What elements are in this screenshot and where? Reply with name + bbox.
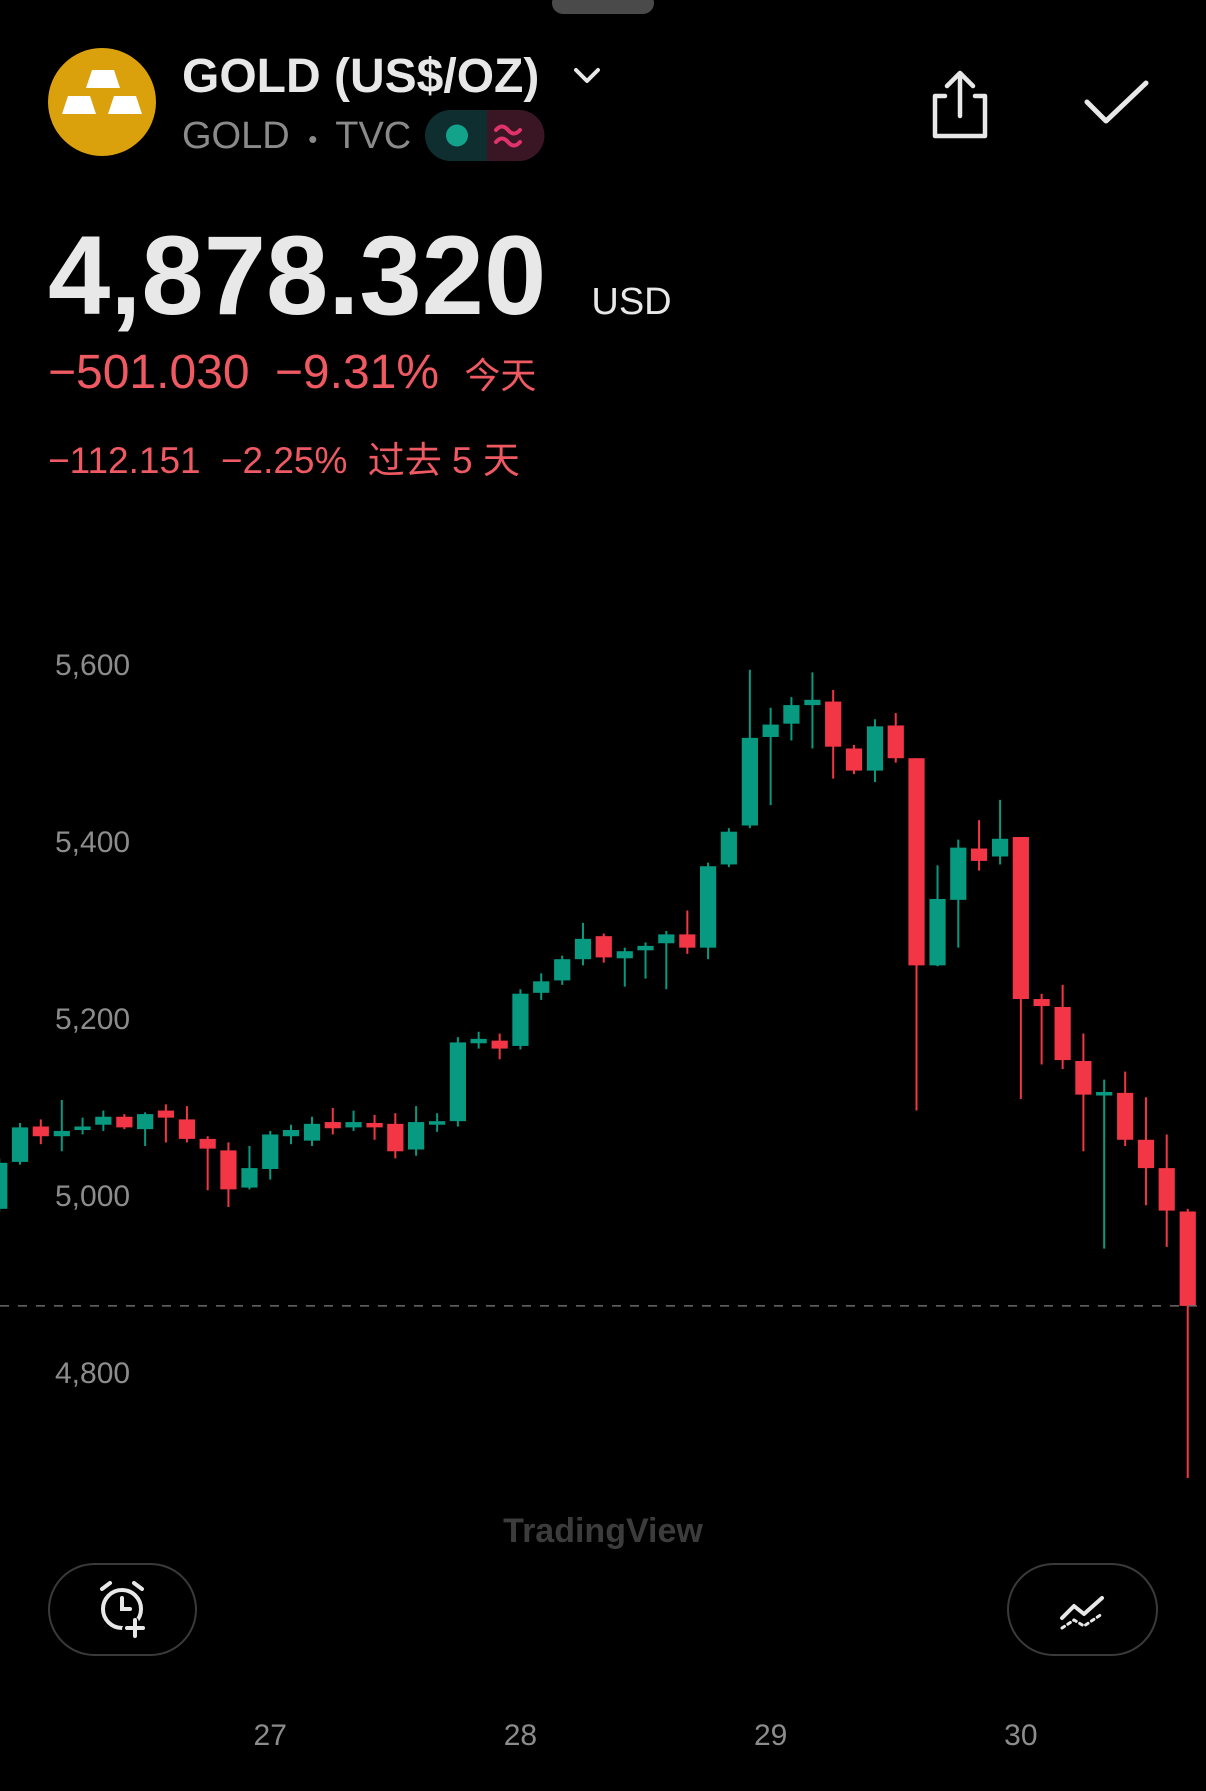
candle-body (1117, 1092, 1134, 1140)
candle-body (908, 758, 925, 966)
candle-body (741, 737, 758, 826)
x-tick-label: 27 (254, 1719, 287, 1752)
candle-body (1054, 1006, 1071, 1061)
candle-body (303, 1123, 321, 1141)
candle-body (554, 959, 571, 981)
x-tick-label: 29 (754, 1719, 787, 1752)
candle-body (32, 1126, 49, 1137)
candle-body (11, 1127, 29, 1162)
candle-body (449, 1042, 466, 1122)
change-percent: −9.31% (275, 346, 439, 399)
change-5d: −112.151 −2.25% 过去 5 天 (48, 440, 520, 481)
candle-body (1096, 1091, 1113, 1096)
candle-body (512, 993, 529, 1046)
candle-body (825, 701, 842, 747)
candle-body (137, 1114, 154, 1130)
candle-body (116, 1116, 133, 1128)
share-button[interactable] (932, 70, 988, 139)
candle-body (345, 1122, 362, 1128)
exchange: TVC (335, 115, 411, 157)
candle-body (658, 934, 675, 944)
separator: • (308, 124, 317, 154)
candle-body (595, 936, 612, 958)
alert-button[interactable] (48, 1563, 197, 1656)
market-status-pill[interactable] (425, 110, 545, 161)
done-button[interactable] (1084, 80, 1149, 124)
x-tick-label: 28 (504, 1719, 537, 1752)
y-tick-label: 5,200 (55, 1003, 130, 1036)
symbol-icon (48, 48, 156, 156)
candle-body (387, 1123, 404, 1152)
candle-body (950, 847, 967, 900)
candlestick-chart[interactable]: 4,800 5,000 5,200 5,400 5,600 27 28 29 30 (0, 649, 1206, 1752)
x-tick-label: 30 (1004, 1719, 1037, 1752)
title-chevron[interactable] (574, 68, 600, 83)
symbol-code: GOLD (182, 115, 290, 157)
price-value: 4,878.320 (48, 213, 546, 338)
candle-body (574, 938, 592, 960)
candle-body (157, 1110, 174, 1118)
candle-body (1179, 1211, 1196, 1306)
candle-body (220, 1150, 237, 1190)
y-tick-label: 5,400 (55, 826, 130, 859)
candle-body (324, 1122, 341, 1129)
candle-body (845, 748, 863, 771)
candle-body (533, 981, 550, 993)
symbol-subtitle: GOLD • TVC (182, 115, 411, 157)
candle-body (407, 1122, 425, 1150)
candle-body (0, 1162, 8, 1209)
candle-body (1158, 1168, 1175, 1211)
candle-body (366, 1122, 383, 1128)
candle-body (178, 1119, 196, 1139)
y-tick-label: 5,600 (55, 649, 130, 682)
change: −501.030 (48, 346, 250, 399)
change-5d-value: −112.151 (48, 440, 201, 481)
candle-body (429, 1121, 446, 1125)
candle-body (470, 1038, 487, 1044)
change-5d-period: 过去 5 天 (368, 440, 520, 481)
candle-body (491, 1040, 508, 1049)
candle-body (762, 724, 779, 737)
candle-body (53, 1130, 70, 1137)
candle-body (970, 848, 988, 861)
indicator-button[interactable] (1007, 1563, 1158, 1656)
watermark: TradingView (503, 1512, 703, 1550)
y-tick-label: 5,000 (55, 1180, 130, 1213)
candle-body (929, 898, 946, 966)
candle-body (991, 838, 1009, 857)
candle-body (241, 1168, 258, 1188)
change-5d-percent: −2.25% (221, 440, 348, 481)
candle-body (720, 831, 737, 865)
candle-body (804, 699, 821, 706)
grab-handle[interactable] (552, 0, 654, 14)
price: 4,878.320 USD (48, 213, 672, 338)
candle-body (262, 1134, 279, 1169)
candle-body (637, 945, 654, 951)
change-today: −501.030 −9.31% 今天 (48, 346, 536, 399)
candle-body (1075, 1060, 1092, 1095)
candle-body (282, 1130, 300, 1137)
candle-body (616, 951, 633, 959)
candle-body (199, 1138, 216, 1149)
candle-body (1012, 837, 1029, 1000)
currency: USD (591, 281, 671, 323)
candle-body (679, 934, 696, 948)
candle-body (887, 725, 904, 759)
candle-body (699, 866, 717, 948)
candle-body (783, 705, 800, 724)
change-period: 今天 (464, 355, 536, 396)
y-tick-label: 4,800 (55, 1357, 130, 1390)
symbol-title[interactable]: GOLD (US$/OZ) (182, 50, 539, 103)
candle-body (866, 726, 884, 771)
candle-body (74, 1126, 91, 1131)
candle-body (1033, 999, 1050, 1007)
candle-body (95, 1116, 112, 1125)
candle-body (1137, 1139, 1155, 1169)
